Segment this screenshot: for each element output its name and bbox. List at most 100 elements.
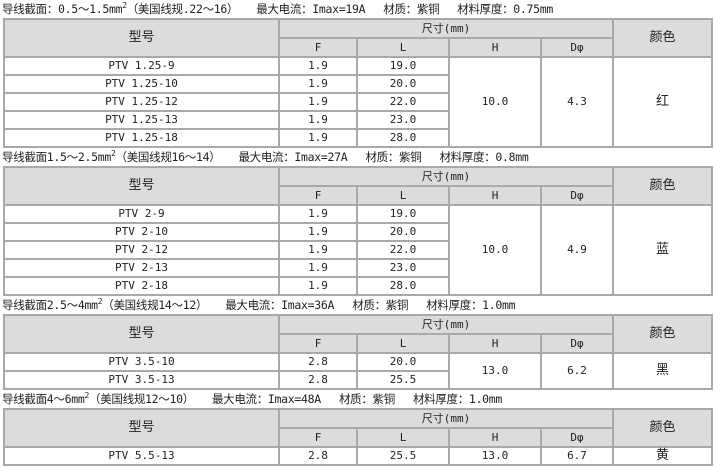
header-h: H xyxy=(448,333,542,354)
table-row: PTV 2-9 1.9 19.0 10.0 4.9 蓝 xyxy=(3,204,713,296)
header-h: H xyxy=(448,427,542,448)
header-row: F L H Dφ xyxy=(4,37,712,58)
header-f: F xyxy=(278,333,358,354)
wire-gauge: （美国线规12～10） xyxy=(89,392,194,406)
d-cell: 6.7 xyxy=(540,446,614,466)
header-size: 尺寸(mm) xyxy=(278,314,614,335)
thickness: 材料厚度：0.8mm xyxy=(439,150,529,164)
l-cell: 20.0 xyxy=(356,352,450,372)
d-cell: 6.2 xyxy=(540,352,614,390)
thickness: 材料厚度：1.0mm xyxy=(426,298,516,312)
header-d: Dφ xyxy=(540,37,614,58)
cross-section-label: 导线截面1.5～2.5mm xyxy=(2,150,111,164)
table-row: PTV 2-18 1.9 28.0 xyxy=(3,276,712,296)
header-model: 型号 xyxy=(3,18,280,58)
header-size: 尺寸(mm) xyxy=(278,408,614,429)
header-l: L xyxy=(356,185,450,206)
max-current: 最大电流：Imax=19A xyxy=(256,2,366,16)
header-model: 型号 xyxy=(3,408,280,448)
header-color: 颜色 xyxy=(612,18,713,58)
model-cell: PTV 1.25-9 xyxy=(3,56,280,76)
header-color: 颜色 xyxy=(612,314,713,354)
table-row: PTV 1.25-12 1.9 22.0 xyxy=(3,92,712,112)
header-row: F L H Dφ xyxy=(4,185,712,206)
spec-table: 型号 尺寸(mm) 颜色 F L H Dφ PTV 1.25-9 1.9 19.0 10.0 4.3 红… xyxy=(3,18,713,148)
spec-table: 型号 尺寸(mm) 颜色 F L H Dφ PTV 2-9 1.9 19.0 10.0 4.9 蓝 PTV… xyxy=(3,166,713,296)
header-f: F xyxy=(278,185,358,206)
l-cell: 25.5 xyxy=(356,446,450,466)
header-model: 型号 xyxy=(3,166,280,206)
header-l: L xyxy=(356,37,450,58)
d-cell: 4.9 xyxy=(540,204,614,296)
model-cell: PTV 1.25-18 xyxy=(3,128,280,148)
header-h: H xyxy=(448,37,542,58)
f-cell: 1.9 xyxy=(278,56,358,76)
superscript: 2 xyxy=(111,149,116,159)
l-cell: 28.0 xyxy=(356,276,450,296)
max-current: 最大电流：Imax=36A xyxy=(225,298,335,312)
model-cell: PTV 2-12 xyxy=(3,240,280,260)
f-cell: 1.9 xyxy=(278,204,358,224)
model-cell: PTV 1.25-10 xyxy=(3,74,280,94)
l-cell: 20.0 xyxy=(356,74,450,94)
header-row: 型号 尺寸(mm) 颜色 xyxy=(3,18,713,58)
cross-section-label: 导线截面2.5～4mm xyxy=(2,298,98,312)
header-size: 尺寸(mm) xyxy=(278,166,614,187)
header-d: Dφ xyxy=(540,333,614,354)
cross-section-label: 导线截面：0.5～1.5mm xyxy=(2,2,123,16)
header-color: 颜色 xyxy=(612,408,713,448)
h-cell: 13.0 xyxy=(448,352,542,390)
model-cell: PTV 5.5-13 xyxy=(3,446,280,466)
model-cell: PTV 2-9 xyxy=(3,204,280,224)
section-caption: 导线截面：0.5～1.5mm2（美国线规.22～16） 最大电流：Imax=19A… xyxy=(0,0,714,18)
table-row: PTV 2-13 1.9 23.0 xyxy=(3,258,712,278)
f-cell: 1.9 xyxy=(278,222,358,242)
table-row: PTV 2-12 1.9 22.0 xyxy=(3,240,712,260)
header-l: L xyxy=(356,427,450,448)
color-cell: 红 xyxy=(612,56,713,148)
f-cell: 1.9 xyxy=(278,276,358,296)
d-cell: 4.3 xyxy=(540,56,614,148)
header-h: H xyxy=(448,185,542,206)
l-cell: 22.0 xyxy=(356,240,450,260)
f-cell: 1.9 xyxy=(278,128,358,148)
model-cell: PTV 2-10 xyxy=(3,222,280,242)
superscript: 2 xyxy=(122,1,127,11)
h-cell: 10.0 xyxy=(448,56,542,148)
header-d: Dφ xyxy=(540,427,614,448)
table-row: PTV 1.25-10 1.9 20.0 xyxy=(3,74,712,94)
max-current: 最大电流：Imax=27A xyxy=(238,150,348,164)
section-caption: 导线截面4～6mm2（美国线规12～10） 最大电流：Imax=48A 材质：紫铜 材… xyxy=(0,390,714,408)
header-f: F xyxy=(278,37,358,58)
material: 材质：紫铜 xyxy=(352,298,409,312)
f-cell: 1.9 xyxy=(278,258,358,278)
header-d: Dφ xyxy=(540,185,614,206)
f-cell: 2.8 xyxy=(278,370,358,390)
color-cell: 蓝 xyxy=(612,204,713,296)
wire-gauge: （美国线规14～12） xyxy=(102,298,208,312)
l-cell: 25.5 xyxy=(356,370,450,390)
table-row: PTV 5.5-13 2.8 25.5 13.0 6.7 黄 xyxy=(3,446,713,466)
superscript: 2 xyxy=(84,391,90,401)
table-row: PTV 1.25-18 1.9 28.0 xyxy=(3,128,712,148)
l-cell: 23.0 xyxy=(356,110,450,130)
model-cell: PTV 2-13 xyxy=(3,258,280,278)
table-row: PTV 3.5-10 2.8 20.0 13.0 6.2 黑 xyxy=(3,352,713,390)
model-cell: PTV 1.25-12 xyxy=(3,92,280,112)
f-cell: 2.8 xyxy=(278,352,358,372)
header-row: 型号 尺寸(mm) 颜色 xyxy=(3,166,713,206)
material: 材质：紫铜 xyxy=(383,2,440,16)
model-cell: PTV 3.5-10 xyxy=(3,352,280,372)
f-cell: 1.9 xyxy=(278,240,358,260)
header-row: F L H Dφ xyxy=(4,333,712,354)
h-cell: 10.0 xyxy=(448,204,542,296)
max-current: 最大电流：Imax=48A xyxy=(211,392,321,406)
header-size: 尺寸(mm) xyxy=(278,18,614,39)
h-cell: 13.0 xyxy=(448,446,542,466)
l-cell: 19.0 xyxy=(356,204,450,224)
f-cell: 2.8 xyxy=(278,446,358,466)
wire-gauge: （美国线规16～14） xyxy=(115,150,221,164)
header-row: F L H Dφ xyxy=(4,427,712,448)
cross-section-label: 导线截面4～6mm xyxy=(2,392,85,406)
color-cell: 黄 xyxy=(612,446,713,466)
